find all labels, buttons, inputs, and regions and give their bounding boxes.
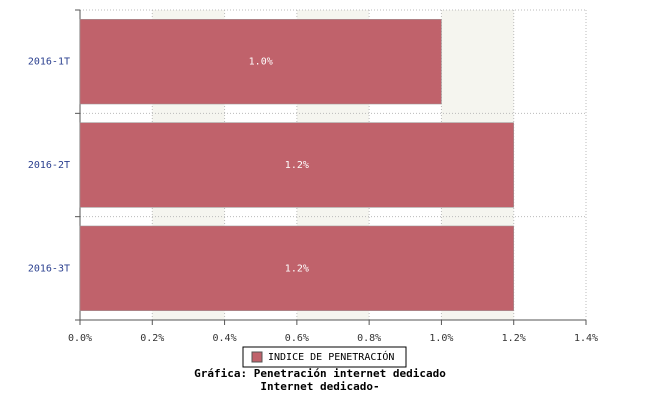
value-label: 1.2% [285,263,309,274]
bar [79,122,514,208]
x-tick-label: 1.2% [502,333,526,344]
x-tick-label: 0.6% [285,333,309,344]
x-tick-label: 0.4% [213,333,237,344]
x-tick-label: 1.4% [574,333,598,344]
chart-title: Gráfica: Penetración internet dedicado [194,367,446,380]
legend-box [242,346,407,368]
value-label: 1.0% [249,57,273,68]
bar [79,225,514,311]
legend-label: INDICE DE PENETRACIÓN [268,350,394,363]
y-tick-label: 2016-3T [28,263,70,274]
x-tick-label: 0.2% [140,333,164,344]
bar [79,19,442,105]
legend-swatch [251,351,263,363]
x-tick-label: 0.0% [68,333,92,344]
x-tick-label: 0.8% [357,333,381,344]
value-label: 1.2% [285,160,309,171]
y-tick-label: 2016-2T [28,160,70,171]
x-tick-label: 1.0% [429,333,453,344]
chart-subtitle: Internet dedicado- [260,380,379,393]
y-tick-label: 2016-1T [28,57,70,68]
